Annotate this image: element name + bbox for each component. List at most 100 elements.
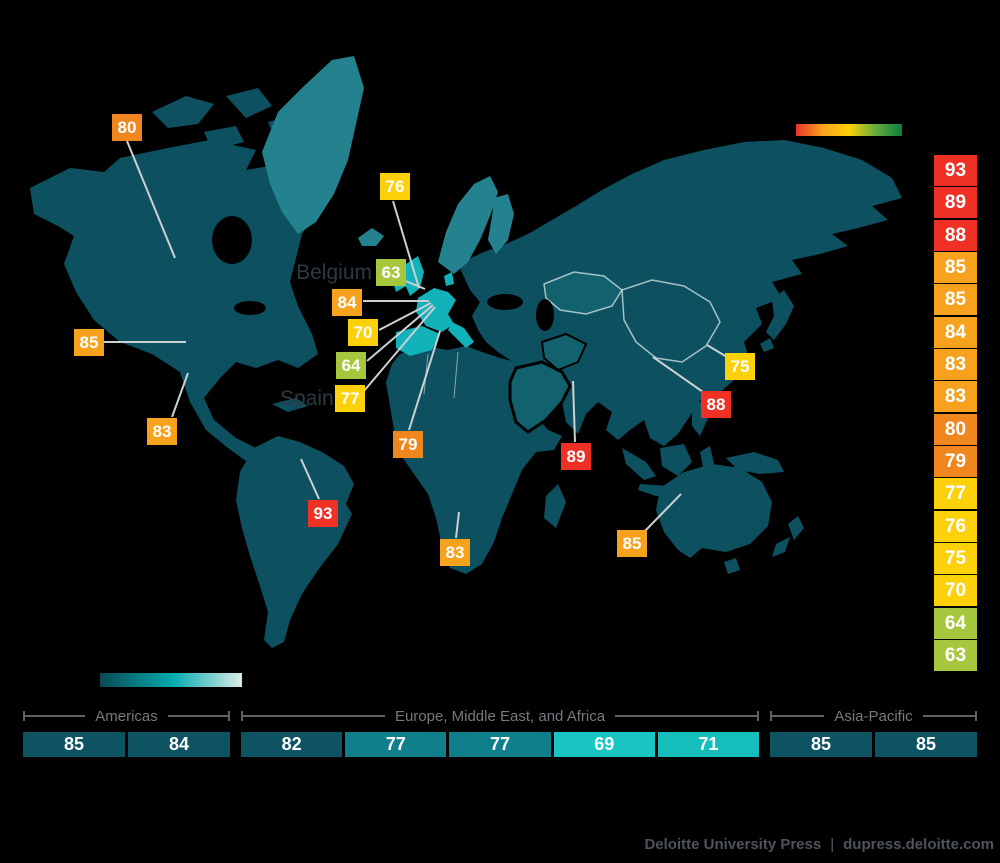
region-score-cell: 71 — [657, 732, 760, 757]
region-bracket-asia-pacific: Asia-Pacific — [770, 707, 978, 725]
china-border — [621, 279, 721, 363]
madagascar-island — [544, 484, 566, 528]
scandinavia-landmass — [438, 176, 498, 274]
bracket-tick — [757, 711, 759, 721]
iran-region — [540, 332, 588, 372]
denmark-highlight — [444, 272, 454, 286]
region-score-cell: 85 — [875, 732, 977, 757]
footer-attribution: Deloitte University Press | dupress.deloit… — [644, 836, 994, 853]
score-gradient-legend — [796, 124, 902, 136]
bracket-tick — [23, 711, 25, 721]
map-badge: 83 — [147, 418, 177, 445]
footer-separator: | — [830, 836, 835, 853]
bracket-line — [615, 715, 757, 717]
callout-lines — [104, 140, 728, 539]
footer-site: dupress.deloitte.com — [843, 836, 994, 853]
great-lakes — [234, 301, 266, 315]
rank-badge: 89 — [934, 187, 977, 218]
footer-source: Deloitte University Press — [644, 836, 822, 853]
italy-highlight — [448, 322, 474, 348]
rank-badge: 83 — [934, 381, 977, 412]
map-badge: 76 — [380, 173, 410, 200]
hudson-bay — [212, 216, 252, 264]
arabia-region — [508, 360, 572, 434]
arctic-islands — [152, 88, 298, 150]
region-bracket-emea: Europe, Middle East, and Africa — [241, 707, 759, 725]
map-badge: 88 — [701, 391, 731, 418]
rank-badge: 93 — [934, 155, 977, 186]
region-label: Asia-Pacific — [834, 707, 913, 725]
region-score-cell: 69 — [553, 732, 655, 757]
map-badge: 84 — [332, 289, 362, 316]
rank-badge: 76 — [934, 511, 977, 542]
map-badge: 89 — [561, 443, 591, 470]
rank-badge: 63 — [934, 640, 977, 671]
map-badge: 75 — [725, 353, 755, 380]
region-label: Americas — [95, 707, 158, 725]
region-bracket-americas: Americas — [23, 707, 231, 725]
bracket-tick — [770, 711, 772, 721]
finland-landmass — [488, 194, 514, 254]
caspian-sea — [536, 299, 554, 331]
iberia-highlight — [396, 326, 440, 356]
map-badge: 93 — [308, 500, 338, 527]
bracket-line — [167, 715, 229, 717]
map-badge: 64 — [336, 352, 366, 379]
region-score-cell: 77 — [345, 732, 447, 757]
rank-badge: 75 — [934, 543, 977, 574]
rank-badge: 64 — [934, 608, 977, 639]
map-badge: 83 — [440, 539, 470, 566]
region-label: Europe, Middle East, and Africa — [394, 707, 606, 725]
map-badge: 80 — [112, 114, 142, 141]
region-cells-americas: 85 84 — [23, 732, 230, 757]
bracket-line — [25, 715, 86, 717]
japan-islands — [760, 290, 794, 352]
new-zealand-islands — [772, 516, 804, 557]
southeast-asia-islands — [622, 400, 784, 496]
north-america-landmass — [30, 140, 318, 464]
bracket-line — [922, 715, 976, 717]
uk-highlight — [404, 256, 424, 296]
bracket-tick — [241, 711, 243, 721]
rank-badge: 70 — [934, 575, 977, 606]
rank-badge: 88 — [934, 220, 977, 251]
greenland-landmass — [262, 56, 364, 234]
rank-badge: 80 — [934, 414, 977, 445]
south-america-landmass — [236, 436, 354, 648]
australia-landmass — [656, 464, 772, 574]
rank-badge: 85 — [934, 284, 977, 315]
region-score-cell: 85 — [23, 732, 125, 757]
cuba-island — [272, 398, 308, 412]
kazakhstan-region — [543, 271, 623, 315]
bracket-line — [772, 715, 825, 717]
region-score-cell: 85 — [770, 732, 872, 757]
gulf-of-mexico — [238, 382, 286, 410]
map-badge: 63 — [376, 259, 406, 286]
bracket-line — [243, 715, 385, 717]
region-cells-asia-pacific: 85 85 — [770, 732, 977, 757]
region-score-cell: 77 — [449, 732, 551, 757]
map-badge: 70 — [348, 319, 378, 346]
france-germany-highlight — [416, 288, 456, 332]
bracket-tick — [228, 711, 231, 721]
map-badge: 85 — [74, 329, 104, 356]
rank-badge: 84 — [934, 317, 977, 348]
rank-badge: 79 — [934, 446, 977, 477]
map-badge: 79 — [393, 431, 423, 458]
country-label-spain: Spain — [280, 387, 334, 410]
rank-badge: 83 — [934, 349, 977, 380]
country-label-belgium: Belgium — [296, 261, 372, 284]
rank-badge: 85 — [934, 252, 977, 283]
rank-badge: 77 — [934, 478, 977, 509]
teal-gradient-legend — [100, 673, 242, 687]
region-score-cell: 82 — [241, 732, 343, 757]
region-score-cell: 84 — [128, 732, 230, 757]
region-cells-emea: 82 77 77 69 71 — [241, 732, 760, 757]
bracket-tick — [975, 711, 978, 721]
map-badge: 85 — [617, 530, 647, 557]
black-sea — [487, 294, 523, 310]
iceland-island — [358, 228, 384, 246]
map-badge: 77 — [335, 385, 365, 412]
